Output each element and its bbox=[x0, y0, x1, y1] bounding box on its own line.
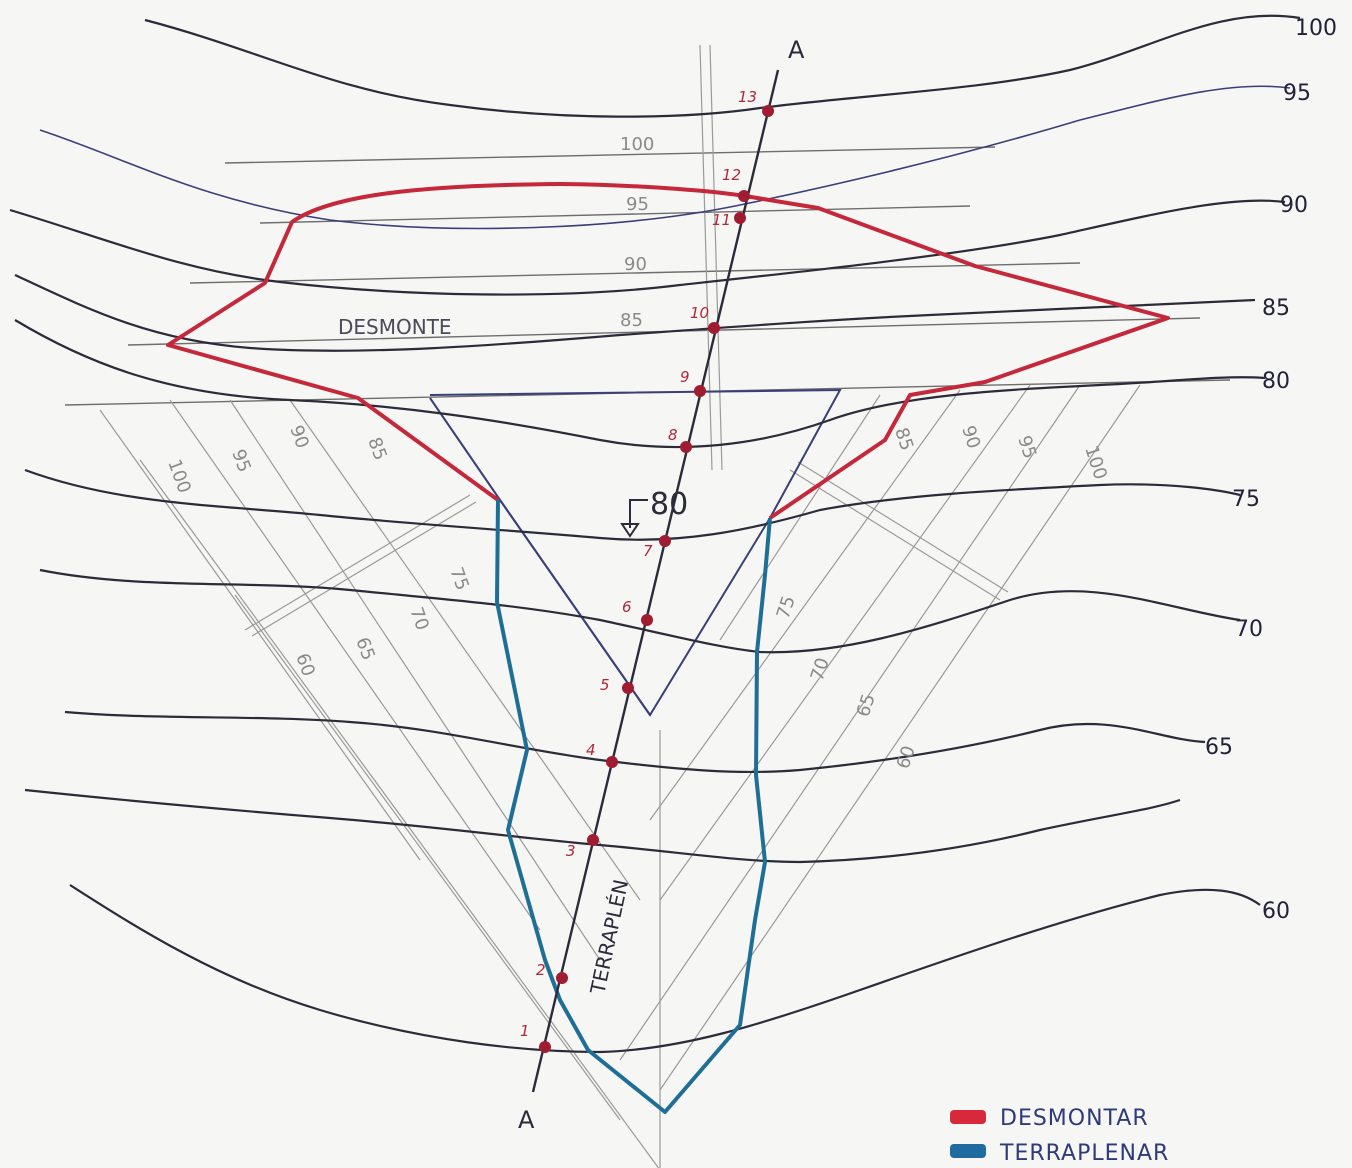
right-diagonal-guides bbox=[619, 384, 1141, 1091]
section-point bbox=[622, 682, 634, 694]
guide-label-r-95: 95 bbox=[1013, 433, 1040, 461]
section-points bbox=[539, 105, 774, 1053]
right-guide-labels: 85 90 95 100 75 70 65 60 bbox=[773, 423, 1111, 771]
point-label-7: 7 bbox=[643, 542, 653, 560]
section-line bbox=[531, 69, 780, 1093]
legend-label-fill: TERRAPLENAR bbox=[999, 1141, 1169, 1166]
point-label-13: 13 bbox=[738, 88, 757, 106]
guide-label-l-65: 65 bbox=[351, 635, 379, 664]
contour-100 bbox=[144, 14, 1301, 118]
left-diagonal-guides bbox=[99, 399, 660, 1168]
guide-label-l-95: 95 bbox=[227, 447, 255, 476]
guide-label-r-70: 70 bbox=[807, 655, 834, 683]
point-label-5: 5 bbox=[600, 676, 610, 694]
contour-85 bbox=[14, 274, 1256, 352]
contour-label-70: 70 bbox=[1235, 617, 1263, 642]
section-point bbox=[734, 212, 746, 224]
contour-label-75: 75 bbox=[1232, 487, 1260, 512]
guide-label-l-75: 75 bbox=[445, 565, 473, 594]
section-point bbox=[587, 834, 599, 846]
vertical-guides bbox=[659, 44, 723, 1168]
section-label-bottom: A bbox=[518, 1106, 535, 1134]
contour-70 bbox=[39, 568, 1241, 654]
contour-labels: 100 95 90 85 80 75 70 65 60 bbox=[1205, 16, 1337, 924]
section-point bbox=[606, 756, 618, 768]
guide-label-h-85: 85 bbox=[620, 310, 643, 331]
guide-label-r-85: 85 bbox=[890, 425, 917, 453]
contour-label-60: 60 bbox=[1262, 899, 1290, 924]
point-labels: 1 2 3 4 5 6 7 8 9 10 11 12 13 bbox=[520, 88, 757, 1040]
guide-label-h-90: 90 bbox=[624, 254, 647, 275]
legend-swatch-cut bbox=[950, 1110, 986, 1124]
section-point bbox=[694, 385, 706, 397]
section-point bbox=[556, 972, 568, 984]
contour-90 bbox=[9, 199, 1286, 296]
contour-95 bbox=[39, 85, 1291, 230]
contour-60 bbox=[69, 884, 1261, 1054]
point-label-12: 12 bbox=[722, 166, 741, 184]
point-label-1: 1 bbox=[520, 1022, 530, 1040]
guide-label-h-95: 95 bbox=[626, 194, 649, 215]
contour-label-80: 80 bbox=[1262, 369, 1290, 394]
legend: DESMONTAR TERRAPLENAR bbox=[950, 1106, 1169, 1166]
section-label-top: A bbox=[788, 36, 805, 64]
fill-outline bbox=[495, 499, 772, 1114]
contour-label-90: 90 bbox=[1280, 193, 1308, 218]
point-label-10: 10 bbox=[690, 304, 709, 322]
point-label-9: 9 bbox=[680, 368, 690, 386]
contour-label-85: 85 bbox=[1262, 296, 1290, 321]
fill-zone-label: TERRAPLÉN bbox=[585, 877, 633, 997]
section-point bbox=[708, 322, 720, 334]
section-point bbox=[659, 535, 671, 547]
section-point bbox=[762, 105, 774, 117]
point-label-11: 11 bbox=[712, 211, 731, 229]
horizontal-guide-labels: 100 95 90 85 bbox=[620, 134, 654, 331]
guide-label-l-100: 100 bbox=[163, 457, 194, 496]
left-guide-labels: 100 95 90 85 75 70 65 60 bbox=[163, 423, 473, 680]
contour-label-65: 65 bbox=[1205, 735, 1233, 760]
point-label-2: 2 bbox=[536, 961, 546, 979]
contour-label-95: 95 bbox=[1283, 81, 1311, 106]
section-point bbox=[680, 441, 692, 453]
legend-label-cut: DESMONTAR bbox=[1000, 1106, 1149, 1131]
guide-label-r-60: 60 bbox=[893, 743, 920, 771]
point-label-8: 8 bbox=[668, 426, 678, 444]
guide-label-l-85: 85 bbox=[363, 435, 391, 464]
elevation-marker: 80 bbox=[620, 487, 688, 538]
point-label-4: 4 bbox=[586, 741, 596, 759]
section-point bbox=[539, 1041, 551, 1053]
contour-label-100: 100 bbox=[1295, 16, 1337, 41]
section-point bbox=[738, 190, 750, 202]
legend-swatch-fill bbox=[950, 1144, 986, 1158]
point-label-3: 3 bbox=[566, 842, 576, 860]
contour-lines bbox=[9, 14, 1301, 1054]
section-point bbox=[641, 614, 653, 626]
point-label-6: 6 bbox=[622, 598, 632, 616]
elevation-marker-label: 80 bbox=[650, 487, 688, 522]
contour-65b bbox=[24, 788, 1181, 864]
guide-label-r-100: 100 bbox=[1080, 443, 1111, 482]
road-platform bbox=[429, 388, 842, 717]
guide-label-l-60: 60 bbox=[291, 651, 319, 680]
guide-label-l-70: 70 bbox=[405, 605, 433, 634]
cut-zone-label: DESMONTE bbox=[338, 315, 452, 339]
contour-65 bbox=[64, 710, 1206, 774]
guide-label-r-65: 65 bbox=[853, 691, 880, 719]
guide-label-h-100: 100 bbox=[620, 134, 654, 155]
contour-80 bbox=[14, 319, 1266, 449]
guide-label-r-90: 90 bbox=[957, 423, 984, 451]
